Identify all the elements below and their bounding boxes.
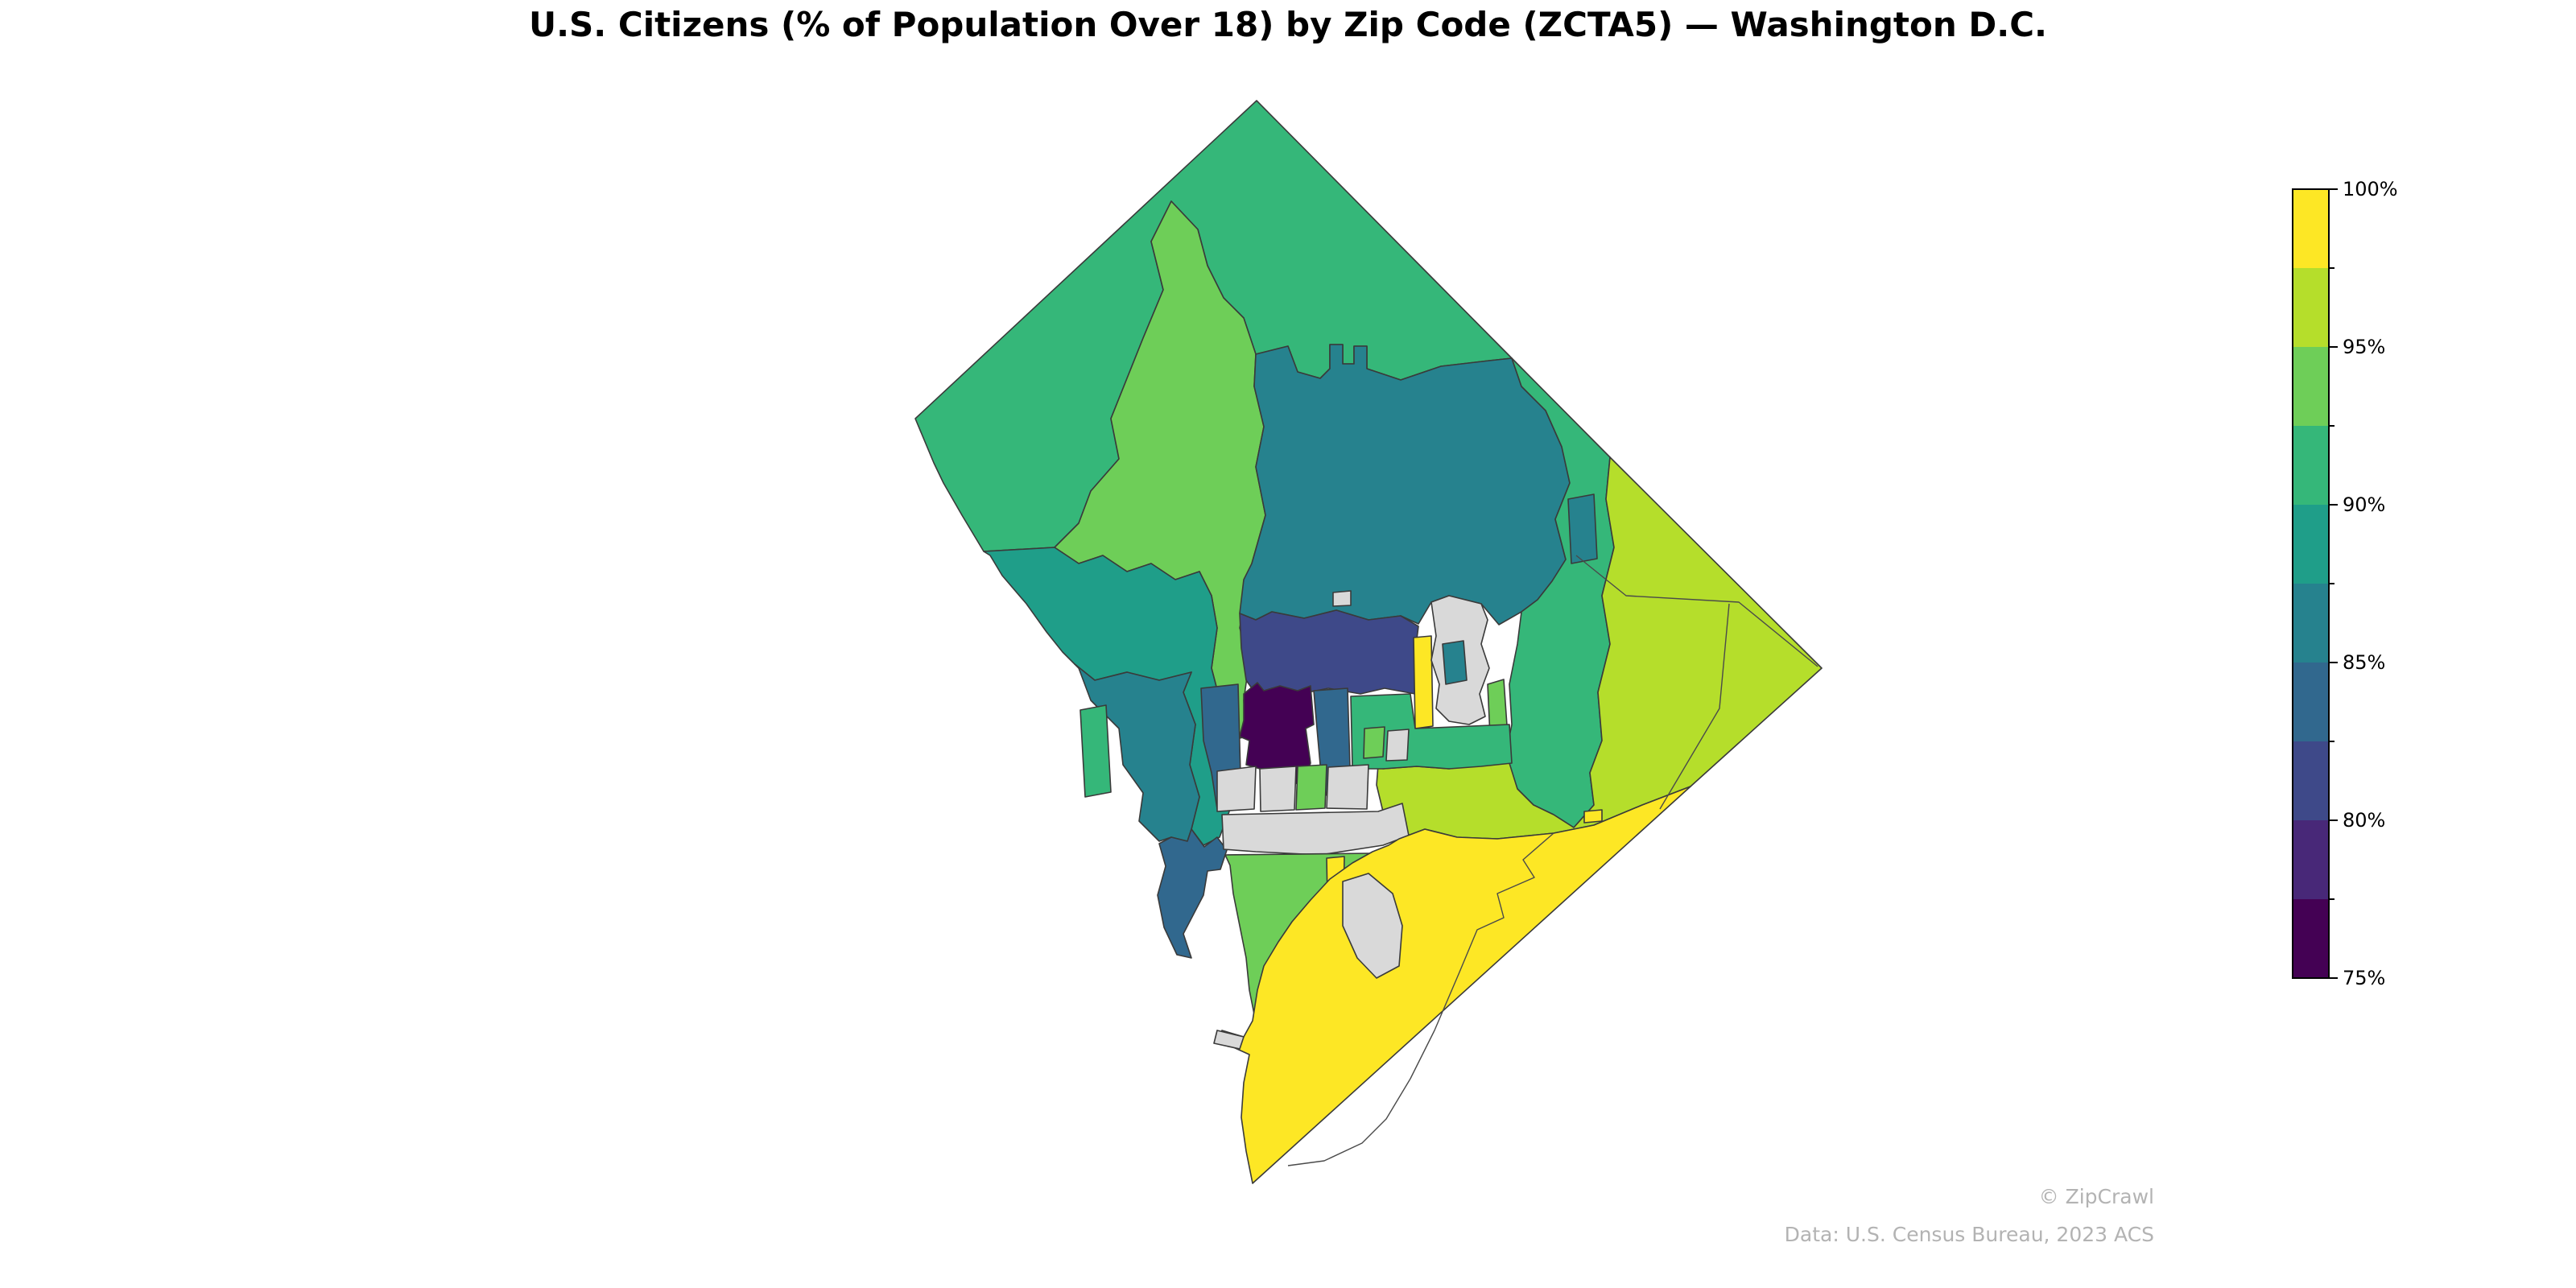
dc-zcta-map [914, 100, 1823, 1184]
zcta-region-gray-patch-d [1385, 729, 1410, 762]
colorbar-segment-8 [2293, 820, 2329, 899]
colorbar-label-75: 75% [2343, 967, 2385, 989]
zcta-region-gray-speck [1332, 590, 1352, 607]
colorbar-segment-3 [2293, 426, 2329, 505]
zcta-region-central-blob [1239, 344, 1571, 625]
colorbar-segment-0 [2293, 189, 2329, 268]
zcta-region-lg-patch-a [1295, 764, 1327, 811]
zcta-region-gray-patch-b [1259, 766, 1297, 812]
zcta-region-gray-patch-c [1326, 764, 1369, 810]
zcta-region-lg-patch-center [1363, 726, 1385, 759]
colorbar-label-100: 100% [2343, 178, 2398, 200]
zcta-region-bolling-gray [1342, 873, 1403, 979]
colorbar-segment-7 [2293, 741, 2329, 820]
attribution-credit: © ZipCrawl [2039, 1185, 2154, 1208]
colorbar-label-85: 85% [2343, 651, 2385, 674]
colorbar: 100% 95% 90% 85% 80% 75% [2292, 178, 2398, 989]
colorbar-label-80: 80% [2343, 809, 2385, 832]
zip-boundary-line-east-a [1575, 555, 1818, 667]
page-title: U.S. Citizens (% of Population Over 18) … [529, 5, 2047, 44]
attribution-source: Data: U.S. Census Bureau, 2023 ACS [1785, 1223, 2154, 1246]
colorbar-segment-9 [2293, 899, 2329, 978]
zcta-region-small-teal-rect [1567, 493, 1598, 564]
zcta-region-river-hook [1157, 828, 1228, 959]
zcta-region-yellow-sliver-north [1413, 635, 1434, 729]
zcta-region-mall-gray [1221, 803, 1410, 856]
zcta-region-west-green-patch [1080, 704, 1112, 798]
zcta-region-gray-patch-a [1216, 766, 1257, 812]
zcta-region-navy-band [1239, 609, 1422, 695]
colorbar-segment-4 [2293, 505, 2329, 584]
zcta-region-tip-gray [1213, 1030, 1245, 1050]
colorbar-segment-1 [2293, 268, 2329, 347]
colorbar-segment-6 [2293, 663, 2329, 741]
colorbar-label-90: 90% [2343, 493, 2385, 516]
colorbar-segment-2 [2293, 347, 2329, 426]
colorbar-label-95: 95% [2343, 336, 2385, 358]
zip-boundary-line-east-b [1659, 603, 1730, 810]
zcta-region-teal-patch [1442, 640, 1468, 685]
colorbar-segment-5 [2293, 584, 2329, 663]
zcta-region-yellow-speck [1583, 809, 1603, 824]
zip-boundary-line-southeast [1287, 832, 1554, 1166]
